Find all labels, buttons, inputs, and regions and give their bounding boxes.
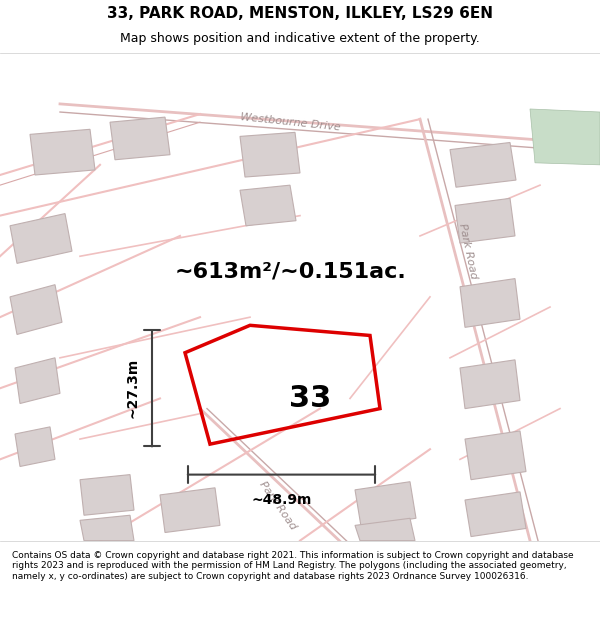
Polygon shape (455, 198, 515, 243)
Polygon shape (355, 518, 415, 541)
Polygon shape (15, 357, 60, 404)
Polygon shape (80, 515, 134, 541)
Polygon shape (460, 360, 520, 409)
Polygon shape (240, 185, 296, 226)
Polygon shape (240, 132, 300, 177)
Polygon shape (160, 488, 220, 532)
Text: Westbourne Drive: Westbourne Drive (239, 112, 341, 132)
Text: ~613m²/~0.151ac.: ~613m²/~0.151ac. (175, 261, 407, 281)
Polygon shape (450, 142, 516, 188)
Text: 33, PARK ROAD, MENSTON, ILKLEY, LS29 6EN: 33, PARK ROAD, MENSTON, ILKLEY, LS29 6EN (107, 6, 493, 21)
Text: Map shows position and indicative extent of the property.: Map shows position and indicative extent… (120, 32, 480, 45)
Polygon shape (80, 474, 134, 515)
Text: ~27.3m: ~27.3m (126, 358, 140, 418)
Polygon shape (465, 492, 526, 536)
Polygon shape (30, 129, 95, 175)
Text: Contains OS data © Crown copyright and database right 2021. This information is : Contains OS data © Crown copyright and d… (12, 551, 574, 581)
Polygon shape (530, 109, 600, 165)
Text: ~48.9m: ~48.9m (251, 493, 311, 507)
Text: Park Road: Park Road (457, 222, 479, 280)
Polygon shape (15, 427, 55, 466)
Polygon shape (465, 431, 526, 480)
Text: Park Road: Park Road (257, 479, 298, 531)
Polygon shape (460, 279, 520, 328)
Polygon shape (10, 285, 62, 334)
Polygon shape (355, 482, 416, 526)
Polygon shape (110, 117, 170, 160)
Text: 33: 33 (289, 384, 331, 413)
Polygon shape (10, 214, 72, 263)
